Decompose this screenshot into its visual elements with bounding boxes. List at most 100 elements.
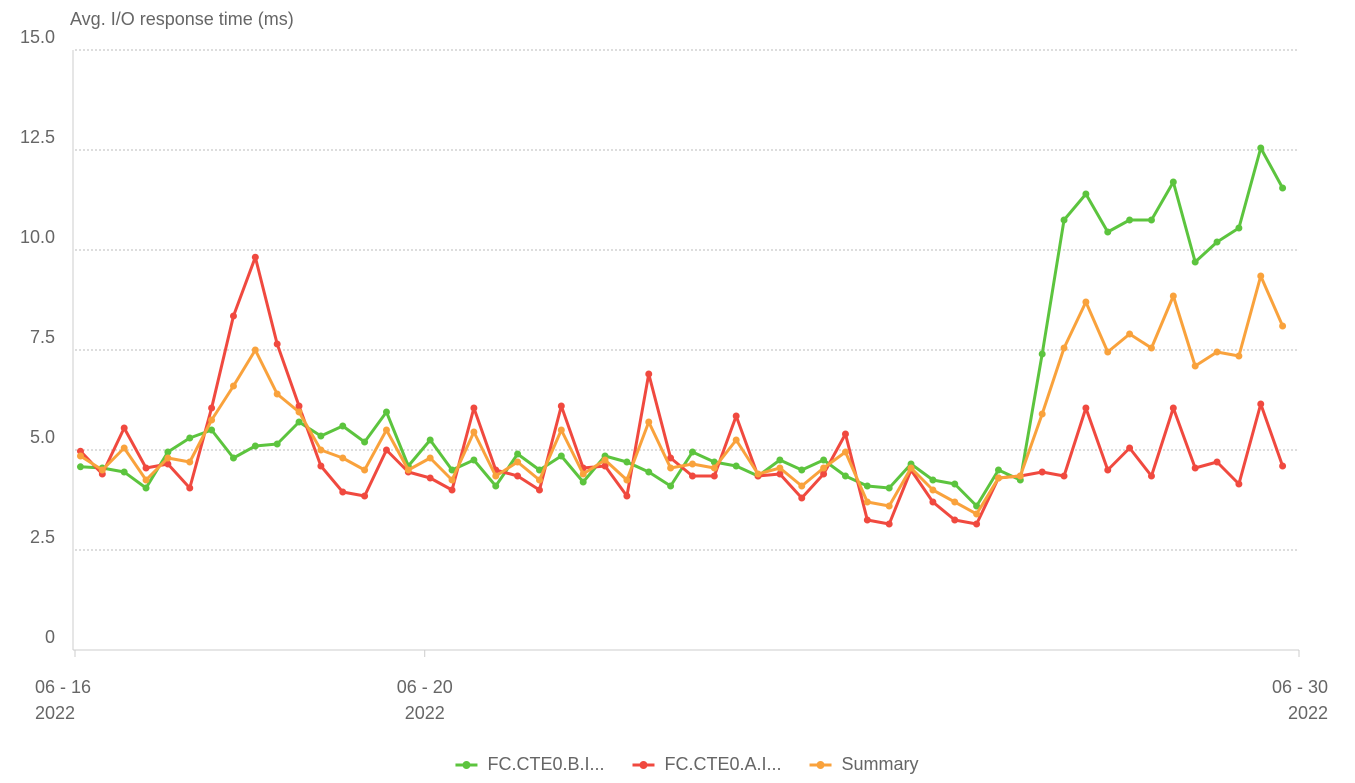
data-point	[448, 486, 456, 494]
data-point	[295, 408, 303, 416]
data-point	[514, 458, 522, 466]
data-point	[820, 470, 828, 478]
data-point	[667, 454, 675, 462]
y-tick-label: 7.5	[30, 327, 55, 347]
data-point	[841, 448, 849, 456]
data-point	[1126, 444, 1134, 452]
data-point	[1038, 410, 1046, 418]
data-point	[120, 468, 128, 476]
data-point	[710, 472, 718, 480]
data-point	[994, 474, 1002, 482]
data-point	[863, 516, 871, 524]
data-point	[492, 482, 500, 490]
x-tick-label: 06 - 16 2022	[35, 677, 91, 723]
data-point	[841, 430, 849, 438]
data-point	[688, 472, 696, 480]
data-point	[1126, 330, 1134, 338]
y-tick-label: 5.0	[30, 427, 55, 447]
data-point	[579, 478, 587, 486]
data-point	[951, 498, 959, 506]
data-point	[1147, 344, 1155, 352]
data-point	[1147, 216, 1155, 224]
data-point	[382, 408, 390, 416]
data-point	[514, 450, 522, 458]
data-point	[776, 470, 784, 478]
data-point	[142, 476, 150, 484]
data-point	[1213, 238, 1221, 246]
data-point	[492, 472, 500, 480]
y-tick-label: 2.5	[30, 527, 55, 547]
data-point	[361, 492, 369, 500]
data-point	[186, 434, 194, 442]
data-point	[820, 456, 828, 464]
data-point	[623, 476, 631, 484]
data-point	[251, 253, 259, 261]
legend-label: FC.CTE0.A.I...	[664, 754, 781, 774]
data-point	[601, 462, 609, 470]
data-point	[820, 464, 828, 472]
data-point	[470, 428, 478, 436]
data-point	[1060, 472, 1068, 480]
data-point	[229, 382, 237, 390]
data-point	[732, 412, 740, 420]
data-point	[317, 446, 325, 454]
data-point	[798, 482, 806, 490]
data-point	[229, 312, 237, 320]
data-point	[973, 510, 981, 518]
data-point	[973, 520, 981, 528]
data-point	[776, 456, 784, 464]
data-point	[120, 444, 128, 452]
y-axis-title: Avg. I/O response time (ms)	[70, 9, 294, 29]
data-point	[863, 482, 871, 490]
data-point	[951, 480, 959, 488]
data-point	[382, 446, 390, 454]
legend-marker	[462, 761, 471, 769]
data-point	[535, 466, 543, 474]
data-point	[667, 464, 675, 472]
y-tick-label: 12.5	[20, 127, 55, 147]
data-point	[186, 458, 194, 466]
data-point	[251, 346, 259, 354]
data-point	[798, 466, 806, 474]
data-point	[885, 520, 893, 528]
data-point	[186, 484, 194, 492]
data-point	[535, 476, 543, 484]
data-point	[317, 432, 325, 440]
data-point	[623, 492, 631, 500]
data-point	[448, 476, 456, 484]
legend-item: FC.CTE0.B.I...	[455, 754, 604, 774]
data-point	[470, 404, 478, 412]
data-point	[142, 484, 150, 492]
x-tick-label: 06 - 20 2022	[397, 677, 453, 723]
data-point	[994, 466, 1002, 474]
data-point	[557, 452, 565, 460]
data-point	[1191, 464, 1199, 472]
data-point	[1038, 350, 1046, 358]
series-line	[80, 146, 1284, 508]
data-point	[535, 486, 543, 494]
data-point	[1235, 352, 1243, 360]
data-point	[229, 454, 237, 462]
data-point	[470, 456, 478, 464]
data-point	[1235, 480, 1243, 488]
data-point	[907, 464, 915, 472]
data-point	[1060, 216, 1068, 224]
data-point	[339, 454, 347, 462]
data-point	[76, 452, 84, 460]
data-point	[361, 438, 369, 446]
data-point	[1213, 348, 1221, 356]
y-tick-label: 10.0	[20, 227, 55, 247]
data-point	[295, 418, 303, 426]
data-point	[710, 464, 718, 472]
data-point	[929, 498, 937, 506]
data-point	[1257, 144, 1265, 152]
data-point	[273, 440, 281, 448]
data-point	[667, 482, 675, 490]
data-point	[273, 390, 281, 398]
data-point	[623, 458, 631, 466]
data-point	[1279, 322, 1287, 330]
data-point	[142, 464, 150, 472]
data-point	[120, 424, 128, 432]
data-point	[1082, 298, 1090, 306]
data-point	[929, 486, 937, 494]
